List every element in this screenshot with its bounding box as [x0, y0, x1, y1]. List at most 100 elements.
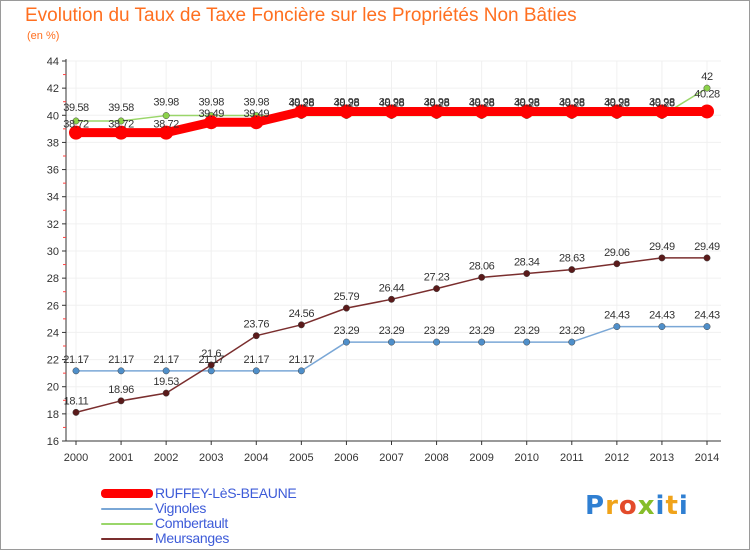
data-label-combertault-2011: 39.98: [559, 97, 585, 109]
legend-swatch-meursanges: [101, 537, 153, 540]
y-tick-label-42: 42: [47, 83, 59, 95]
grid-lines: [66, 60, 721, 442]
data-label-vignoles-2012: 24.43: [604, 310, 630, 322]
data-point-meursanges-2006: [342, 304, 350, 312]
data-label-meursanges-2014: 29.49: [694, 241, 720, 253]
data-label-meursanges-2000: 18.11: [64, 395, 89, 407]
data-label-ruffey-2010: 40.28: [514, 97, 540, 109]
data-label-combertault-2005: 39.98: [289, 97, 315, 109]
data-label-meursanges-2007: 26.44: [379, 282, 405, 294]
data-label-vignoles-2003: 21.17: [198, 354, 224, 366]
legend-item-meursanges: Meursanges: [101, 531, 296, 546]
data-labels-meursanges: 18.11 18.96 19.53 21.6 23.76 24.56 25.79 26.44 2…: [64, 241, 721, 407]
data-label-meursanges-2008: 27.23: [424, 272, 450, 284]
data-label-vignoles-2000: 21.17: [63, 354, 89, 366]
y-tick-label-18: 18: [47, 409, 59, 421]
x-tick-label-2010: 2010: [514, 452, 538, 464]
data-label-combertault-2002: 39.98: [153, 97, 179, 109]
legend-label-meursanges: Meursanges: [155, 530, 230, 547]
data-point-ruffey-2009: [474, 104, 489, 119]
data-point-meursanges-2011: [568, 266, 576, 274]
y-tick-label-24: 24: [47, 327, 59, 339]
x-tick-label-2013: 2013: [650, 452, 674, 464]
proxiti-logo: Proxiti: [585, 491, 689, 521]
data-point-vignoles-2012: [613, 323, 621, 331]
chart-unit-label: (en %): [27, 30, 60, 42]
data-point-vignoles-2014: [703, 323, 711, 331]
x-tick-label-2009: 2009: [469, 452, 493, 464]
data-label-vignoles-2010: 23.29: [514, 325, 540, 337]
data-label-ruffey-2006: 40.28: [334, 97, 360, 109]
x-tick-label-2014: 2014: [695, 452, 719, 464]
data-label-combertault-2014: 42: [701, 71, 713, 83]
data-point-ruffey-2000: [69, 125, 83, 140]
data-label-vignoles-2013: 24.43: [649, 310, 675, 322]
data-label-meursanges-2005: 24.56: [289, 308, 315, 320]
y-tick-label-34: 34: [47, 192, 59, 204]
data-label-vignoles-2004: 21.17: [244, 354, 270, 366]
legend-swatch-vignoles: [101, 507, 153, 510]
data-label-ruffey-2013: 40.28: [649, 97, 675, 109]
data-point-ruffey-2008: [429, 104, 444, 119]
data-point-vignoles-2007: [388, 338, 395, 346]
y-tick-label-32: 32: [47, 219, 59, 231]
data-label-vignoles-2011: 23.29: [559, 325, 585, 337]
data-label-ruffey-2009: 40.28: [469, 97, 495, 109]
data-point-ruffey-2004: [249, 115, 264, 130]
data-point-meursanges-2003: [207, 361, 215, 369]
y-tick-label-40: 40: [47, 110, 59, 122]
legend-label-combertault: Combertault: [155, 515, 228, 532]
data-label-meursanges-2011: 28.63: [559, 253, 585, 265]
data-label-meursanges-2006: 25.79: [334, 291, 360, 303]
data-point-ruffey-2003: [204, 115, 219, 130]
chart-title: Evolution du Taux de Taxe Foncière sur l…: [25, 5, 577, 26]
data-label-meursanges-2003: 21.6: [201, 348, 221, 360]
data-label-ruffey-2008: 40.28: [424, 97, 450, 109]
data-point-ruffey-2012: [609, 104, 624, 119]
data-label-combertault-2003: 39.98: [198, 97, 224, 109]
y-axis-ticks: 16 18 20 22 24 26 28 30 32 34 36 38 40 42 44: [47, 56, 66, 448]
legend-swatch-combertault: [101, 522, 153, 525]
data-point-vignoles-2004: [252, 367, 260, 375]
data-point-meursanges-2010: [523, 270, 531, 277]
data-point-combertault-2000: [72, 117, 80, 125]
data-label-combertault-2008: 39.98: [424, 97, 450, 109]
data-point-vignoles-2008: [433, 338, 441, 346]
data-point-ruffey-2010: [519, 104, 534, 119]
data-label-ruffey-2003: 39.49: [198, 108, 224, 120]
data-label-vignoles-2005: 21.17: [289, 354, 315, 366]
data-point-ruffey-2011: [564, 104, 579, 119]
data-point-vignoles-2005: [297, 367, 305, 375]
x-tick-label-2005: 2005: [289, 452, 313, 464]
legend-item-vignoles: Vignoles: [101, 501, 296, 516]
data-point-meursanges-2009: [478, 273, 486, 281]
legend-label-ruffey: RUFFEY-LèS-BEAUNE: [155, 485, 297, 502]
y-tick-label-26: 26: [47, 300, 59, 312]
data-point-meursanges-2013: [658, 254, 666, 262]
data-point-vignoles-2010: [523, 338, 531, 346]
series-ruffey: [69, 104, 714, 140]
data-point-vignoles-2013: [658, 323, 666, 331]
data-point-ruffey-2014: [700, 104, 714, 119]
data-label-vignoles-2009: 23.29: [469, 325, 495, 337]
data-label-ruffey-2001: 38.72: [108, 119, 134, 131]
data-point-ruffey-2002: [159, 125, 174, 140]
y-tick-label-20: 20: [47, 382, 59, 394]
data-label-ruffey-2007: 40.28: [379, 97, 405, 109]
x-tick-label-2006: 2006: [334, 452, 358, 464]
data-point-vignoles-2000: [72, 367, 80, 375]
data-point-meursanges-2001: [117, 397, 125, 405]
data-point-combertault-2014: [703, 84, 711, 92]
data-label-meursanges-2001: 18.96: [108, 384, 134, 396]
data-point-vignoles-2009: [478, 338, 486, 346]
data-point-meursanges-2004: [252, 332, 260, 340]
data-point-ruffey-2006: [339, 104, 354, 119]
data-label-combertault-2007: 39.98: [379, 97, 405, 109]
y-tick-label-44: 44: [47, 56, 59, 68]
data-label-meursanges-2012: 29.06: [604, 247, 630, 259]
data-label-ruffey-2000: 38.72: [63, 119, 89, 131]
x-tick-label-2002: 2002: [154, 452, 178, 464]
data-point-meursanges-2014: [703, 254, 711, 262]
y-tick-label-36: 36: [47, 165, 59, 177]
